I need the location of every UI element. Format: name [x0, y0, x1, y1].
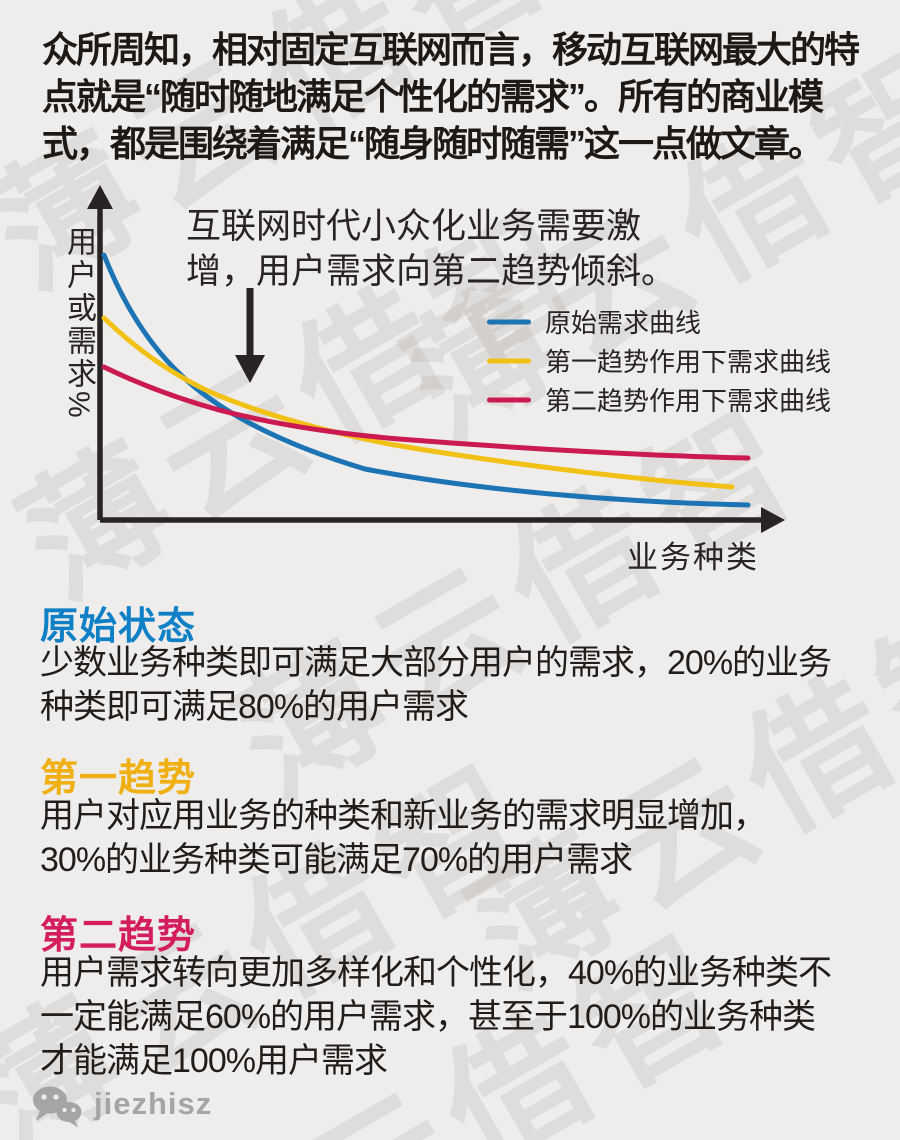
- legend-label: 原始需求曲线: [545, 308, 702, 338]
- legend-line-swatch: [487, 397, 531, 402]
- section-body-line: 少数业务种类即可满足大部分用户的需求，20%的业务: [40, 644, 832, 682]
- x-axis-arrow-icon: [761, 507, 785, 533]
- legend-line-swatch: [487, 358, 531, 363]
- y-axis-arrow-icon: [87, 185, 113, 209]
- legend-line-swatch: [487, 319, 531, 324]
- footer-logo-text: jiezhisz: [94, 1086, 213, 1121]
- section-body-line: 才能满足100%用户需求: [40, 1042, 388, 1080]
- curve-original-demand: [101, 252, 751, 508]
- section-title-first-trend: 第一趋势: [40, 758, 197, 800]
- section-body-line: 30%的业务种类可能满足70%的用户需求: [40, 841, 633, 879]
- section-body-line: 用户对应用业务的种类和新业务的需求明显增加，: [40, 797, 767, 835]
- section-title-original-state: 原始状态: [40, 606, 197, 648]
- section-body-original-state: 少数业务种类即可满足大部分用户的需求，20%的业务 种类即可满足80%的用户需求: [40, 641, 832, 729]
- wechat-bubbles-icon: [33, 1086, 82, 1128]
- demand-curve-chart: [87, 185, 785, 533]
- section-title-second-trend: 第二趋势: [40, 915, 197, 957]
- chart-legend: 原始需求曲线 第一趋势作用下需求曲线 第二趋势作用下需求曲线: [486, 308, 831, 425]
- intro-paragraph: 众所周知，相对固定互联网而言，移动互联网最大的特 点就是“随时随地满足个性化的需…: [42, 26, 872, 167]
- legend-item-first-trend: 第一趋势作用下需求曲线: [486, 347, 831, 377]
- down-arrow-icon: [235, 355, 265, 383]
- legend-item-original: 原始需求曲线: [486, 308, 831, 338]
- intro-line: 点就是“随时随地满足个性化的需求”。所有的商业模: [42, 76, 824, 117]
- section-body-first-trend: 用户对应用业务的种类和新业务的需求明显增加， 30%的业务种类可能满足70%的用…: [40, 794, 767, 882]
- legend-label: 第一趋势作用下需求曲线: [545, 347, 832, 377]
- curve-second-trend: [101, 364, 751, 461]
- intro-line: 众所周知，相对固定互联网而言，移动互联网最大的特: [42, 29, 860, 70]
- section-body-line: 一定能满足60%的用户需求，甚至于100%的业务种类: [40, 998, 816, 1036]
- y-axis-label: 用户或需求%: [62, 226, 95, 421]
- chart-annotation: 互联网时代小众化业务需要激 增，用户需求向第二趋势倾斜。: [186, 204, 676, 294]
- annotation-line: 增，用户需求向第二趋势倾斜。: [186, 252, 677, 291]
- section-body-second-trend: 用户需求转向更加多样化和个性化，40%的业务种类不 一定能满足60%的用户需求，…: [40, 951, 832, 1083]
- legend-label: 第二趋势作用下需求曲线: [545, 386, 832, 416]
- x-axis-label: 业务种类: [627, 540, 759, 575]
- section-body-line: 用户需求转向更加多样化和个性化，40%的业务种类不: [40, 954, 832, 992]
- annotation-line: 互联网时代小众化业务需要激: [186, 207, 642, 246]
- intro-line: 式，都是围绕着满足“随身随时随需”这一点做文章。: [42, 123, 824, 164]
- section-body-line: 种类即可满足80%的用户需求: [40, 688, 469, 726]
- legend-item-second-trend: 第二趋势作用下需求曲线: [486, 386, 831, 416]
